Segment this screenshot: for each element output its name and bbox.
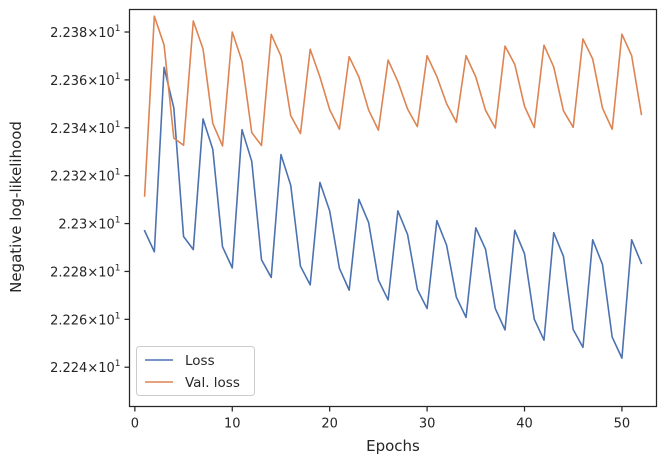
x-tick-label: 40 (516, 417, 533, 432)
x-axis: 0 10 20 30 40 50 (131, 406, 631, 432)
legend: Loss Val. loss (136, 346, 255, 396)
y-tick-label: 2.234×101 (50, 120, 120, 137)
x-tick-label: 30 (419, 417, 436, 432)
x-tick-label: 50 (614, 417, 631, 432)
x-tick-label: 20 (321, 417, 338, 432)
legend-label-loss: Loss (185, 353, 215, 369)
y-axis: 2.224×101 2.226×101 2.228×101 2.23×101 2.232… (50, 24, 130, 376)
x-axis-label: Epochs (366, 437, 420, 455)
axes-layer (128, 8, 658, 408)
y-tick-label: 2.232×101 (50, 168, 120, 185)
series-line-loss (143, 66, 643, 359)
x-tick-label: 0 (131, 417, 139, 432)
y-tick-label: 2.228×101 (50, 263, 120, 280)
y-tick-label: 2.224×101 (50, 359, 120, 376)
axes-frame (128, 8, 658, 408)
x-tick-label: 10 (224, 417, 241, 432)
legend-label-val-loss: Val. loss (185, 375, 240, 391)
y-tick-label: 2.238×101 (50, 24, 120, 41)
y-axis-label: Negative log-likelihood (7, 121, 25, 293)
y-tick-label: 2.23×101 (58, 216, 120, 233)
y-tick-label: 2.236×101 (50, 72, 120, 89)
legend-frame (136, 346, 255, 396)
plot-area (129, 9, 657, 407)
series-layer (143, 15, 643, 359)
series-line-val-loss (143, 15, 643, 197)
plot-background (129, 9, 657, 407)
y-tick-label: 2.226×101 (50, 311, 120, 328)
